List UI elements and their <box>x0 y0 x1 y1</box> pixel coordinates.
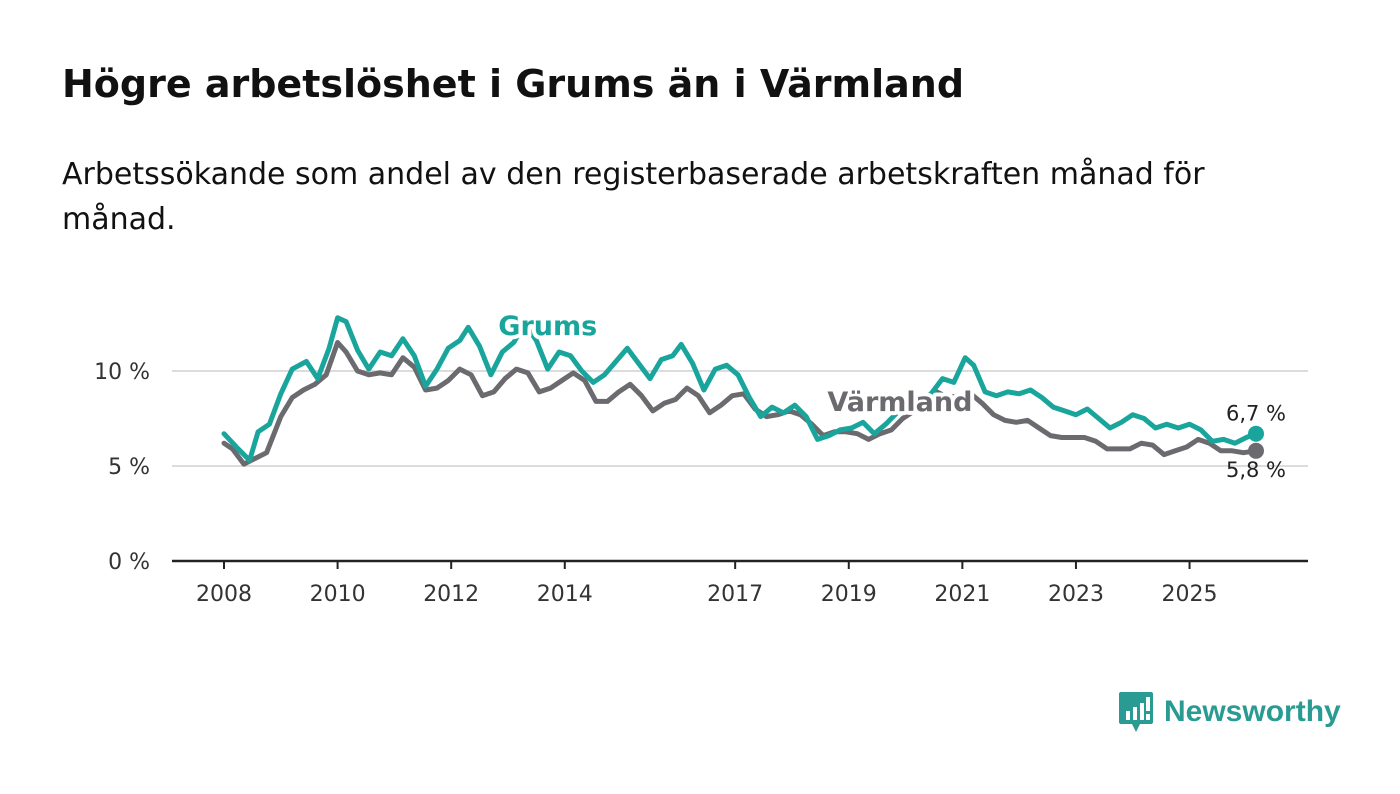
chart-subtitle: Arbetssökande som andel av den registerb… <box>62 157 1205 237</box>
chart-title: Högre arbetslöshet i Grums än i Värmland <box>62 62 965 106</box>
y-tick-label: 5 % <box>108 455 150 480</box>
end-point-marker <box>1248 442 1264 459</box>
series-label: Grums <box>498 311 597 342</box>
series-label-halo: Värmland <box>827 387 972 418</box>
series-line-värmland <box>221 340 1259 467</box>
brand-name: Newsworthy <box>1164 695 1341 728</box>
newsworthy-logo-icon <box>1119 692 1153 732</box>
x-tick-label: 2019 <box>821 582 877 607</box>
x-tick-label: 2021 <box>934 582 990 607</box>
x-tick-label: 2008 <box>196 582 252 607</box>
end-value-label: 6,7 % <box>1226 402 1286 426</box>
end-value-label: 5,8 % <box>1226 458 1286 482</box>
y-tick-label: 10 % <box>94 360 150 385</box>
end-point-marker <box>1248 425 1264 442</box>
x-tick-label: 2010 <box>310 582 366 607</box>
x-tick-label: 2014 <box>537 582 593 607</box>
x-tick-label: 2012 <box>423 582 479 607</box>
x-tick-label: 2025 <box>1162 582 1218 607</box>
y-tick-label: 0 % <box>108 550 150 575</box>
brand-logo: Newsworthy <box>1118 690 1341 734</box>
series-label: Värmland <box>827 387 972 418</box>
series-line-grums <box>221 315 1259 463</box>
x-tick-label: 2023 <box>1048 582 1104 607</box>
series-label-halo: Grums <box>498 311 597 342</box>
x-tick-label: 2017 <box>707 582 763 607</box>
